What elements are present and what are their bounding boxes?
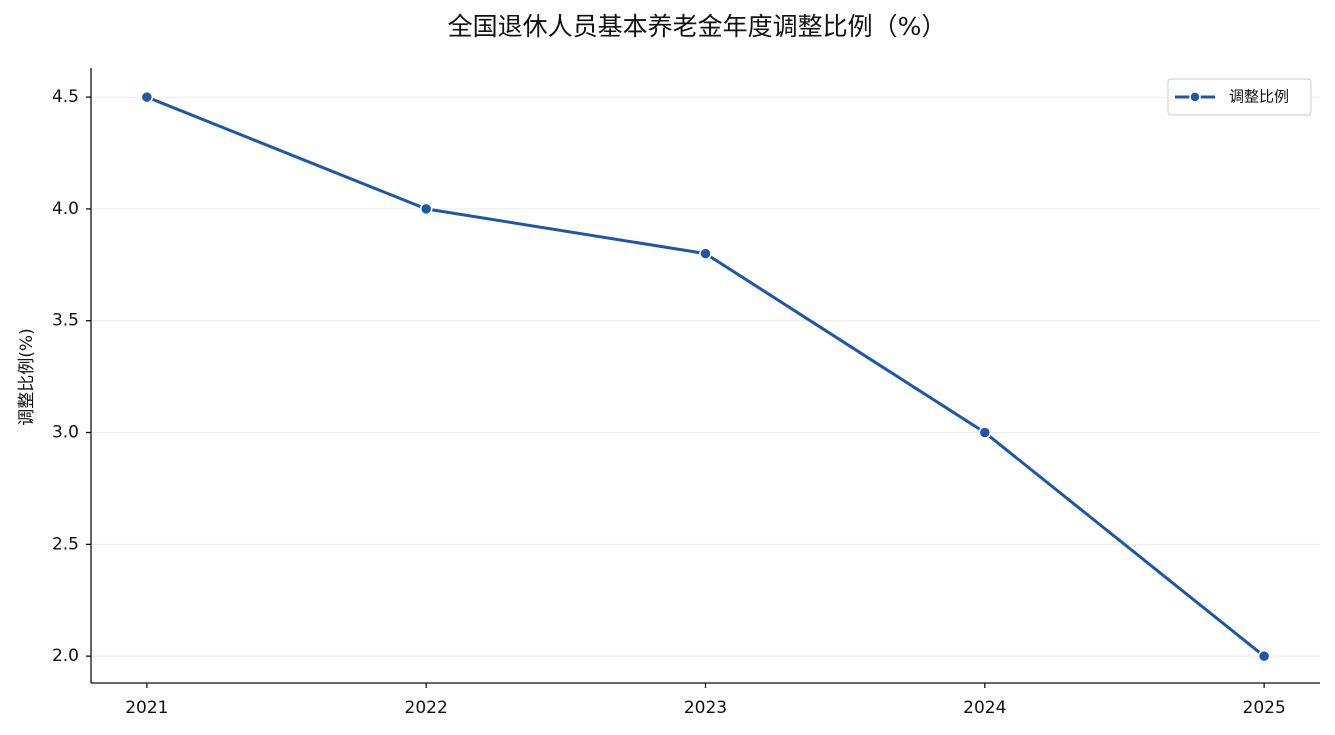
data-line: [146, 95, 1266, 658]
y-tick-label: 4.5: [52, 87, 79, 107]
x-tick-label: 2022: [405, 698, 448, 718]
x-tick-label: 2025: [1243, 698, 1286, 718]
y-tick-label: 3.0: [52, 423, 79, 443]
data-point: [1257, 649, 1271, 663]
legend-label: 调整比例: [1229, 88, 1289, 106]
legend-marker: [1189, 91, 1201, 103]
y-tick-label: 4.0: [52, 199, 79, 219]
data-point: [699, 247, 712, 260]
x-tick-label: 2023: [684, 698, 727, 718]
y-tick-label: 2.0: [52, 646, 79, 666]
y-axis-label: 调整比例(%): [17, 328, 37, 425]
data-point: [140, 90, 154, 104]
y-tick-label: 3.5: [52, 311, 79, 331]
y-tick-label: 2.5: [52, 534, 79, 554]
data-point: [419, 202, 433, 216]
x-tick-label: 2021: [125, 698, 168, 718]
data-point: [978, 426, 992, 439]
chart-title: 全国退休人员基本养老金年度调整比例（%）: [448, 12, 947, 41]
x-tick-label: 2024: [963, 698, 1006, 718]
legend-box: [1167, 78, 1312, 116]
